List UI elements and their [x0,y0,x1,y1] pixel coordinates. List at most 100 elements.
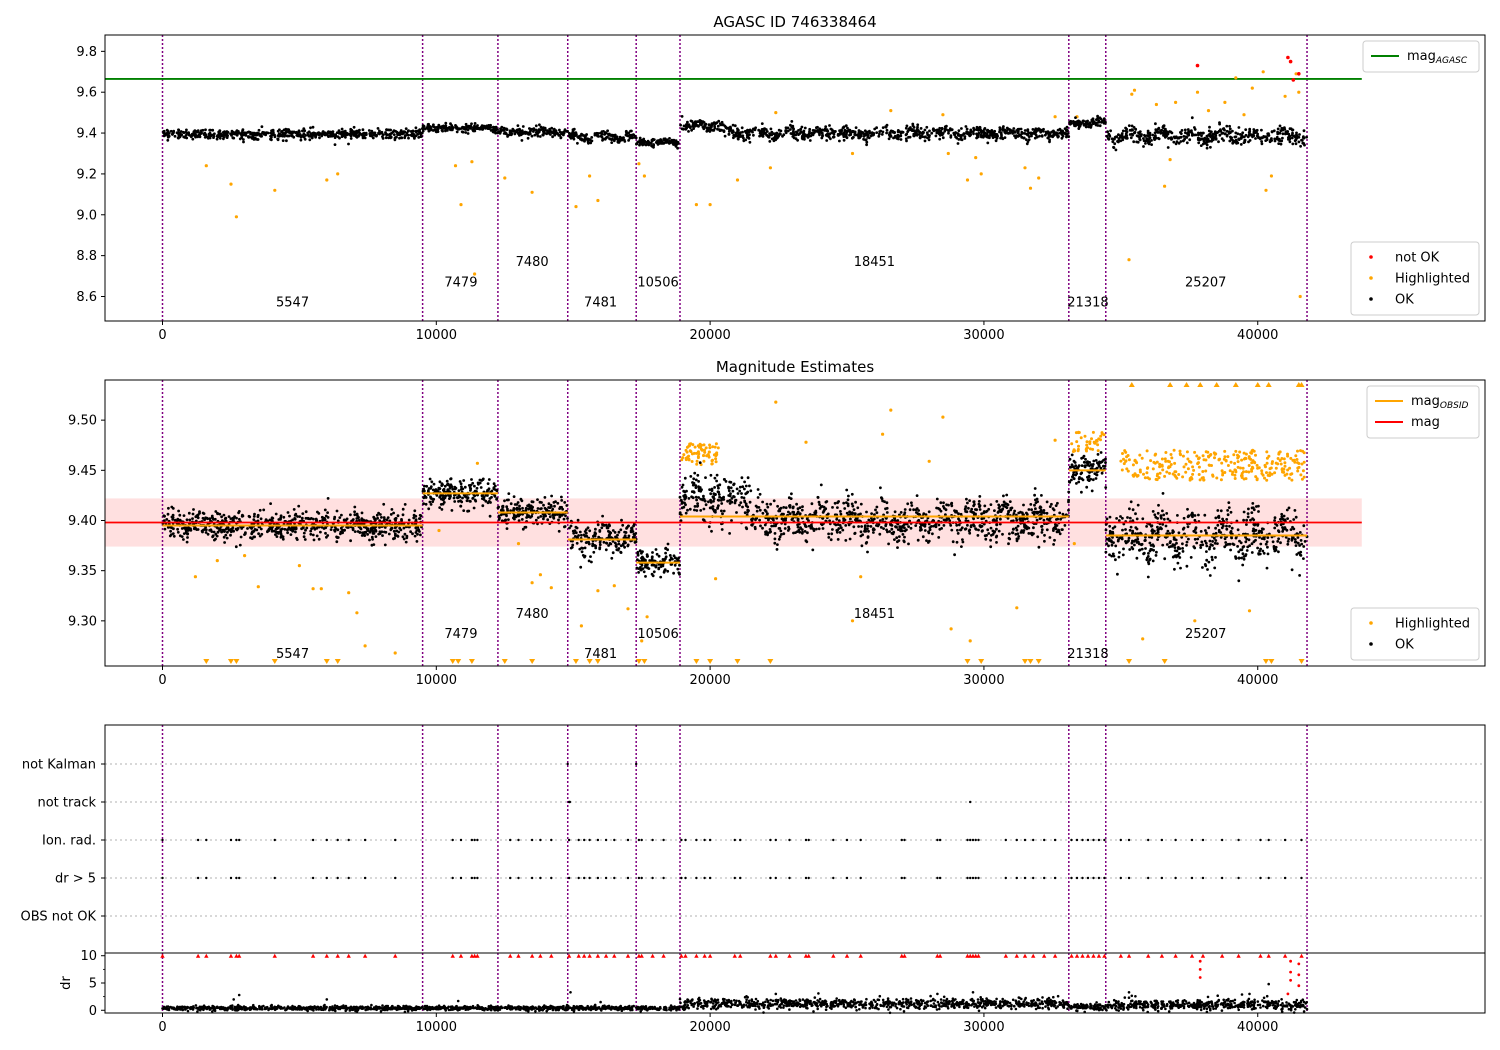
data-point [901,533,905,536]
data-point [765,130,769,133]
data-point [1026,140,1030,144]
data-point [989,538,992,542]
highlighted-point [459,203,463,207]
data-point [449,127,453,131]
obsid-label: 7479 [444,275,477,290]
data-point [389,132,392,136]
highlighted-point [1289,472,1293,476]
highlighted-point [1184,462,1188,466]
data-point [1183,128,1187,132]
data-point [728,532,731,535]
data-point [969,128,973,132]
data-point [1279,139,1282,143]
data-point [741,505,744,509]
data-point [865,140,869,144]
data-point [594,544,597,548]
data-point [699,497,703,501]
data-point [956,142,960,145]
highlighted-point [1289,456,1293,460]
data-point [759,133,763,137]
data-point [914,133,918,137]
data-point [470,478,473,481]
highlighted-point [1297,90,1301,94]
data-point [712,492,716,496]
data-point [538,123,541,127]
data-point [1229,135,1232,139]
data-point [736,492,740,495]
data-point [904,137,908,141]
data-point [768,132,771,136]
data-point [617,542,621,546]
data-point [857,129,861,132]
data-point [325,535,328,539]
highlighted-point [1191,472,1195,476]
data-point [1233,135,1237,139]
data-point [959,138,963,141]
data-point [304,510,308,514]
data-point [1142,145,1145,148]
data-point [604,548,608,552]
highlighted-point [1295,458,1299,461]
data-point [336,536,340,539]
data-point [879,129,883,133]
data-point [302,535,306,539]
data-point [211,128,215,132]
data-point [578,530,582,534]
data-point [274,530,278,534]
data-point [227,528,231,532]
data-point [691,483,695,487]
data-point [727,485,730,489]
highlighted-point [1226,455,1230,459]
data-point [423,489,426,493]
highlighted-point [714,457,718,461]
data-point [432,482,436,486]
highlighted-point [574,205,578,209]
data-point [382,133,385,137]
data-point [486,482,490,485]
data-point [683,476,687,480]
data-point [910,501,913,505]
data-point [616,533,619,537]
data-point [645,555,649,558]
highlighted-point [715,451,719,455]
data-point [583,546,587,550]
data-point [179,130,183,133]
data-point [1034,507,1037,511]
highlighted-point [1236,465,1240,469]
data-point [904,133,908,137]
data-point [1252,131,1256,135]
data-point [799,127,803,131]
data-point [943,125,947,129]
highlighted-point [336,172,340,176]
data-point [285,139,288,143]
data-point [208,128,212,132]
data-point [191,517,194,520]
data-point [438,480,442,484]
data-point [185,128,188,132]
data-point [975,127,979,131]
highlighted-point [1169,453,1173,456]
data-point [269,502,272,505]
data-point [784,506,788,510]
data-point [496,506,500,510]
data-point [553,133,557,137]
data-point [614,545,618,548]
data-point [490,495,493,499]
data-point [225,134,228,138]
data-point [612,138,616,142]
highlighted-point [437,528,441,533]
data-point [294,512,298,516]
data-point [264,518,268,521]
data-point [409,130,413,133]
data-point [386,128,390,132]
data-point [285,130,288,133]
data-point [271,133,274,137]
data-point [201,516,205,520]
data-point [692,127,695,130]
data-point [252,518,256,521]
data-point [371,537,374,541]
highlighted-point [1283,473,1287,477]
data-point [1283,127,1287,131]
data-point [1248,131,1251,135]
data-point [682,505,686,509]
